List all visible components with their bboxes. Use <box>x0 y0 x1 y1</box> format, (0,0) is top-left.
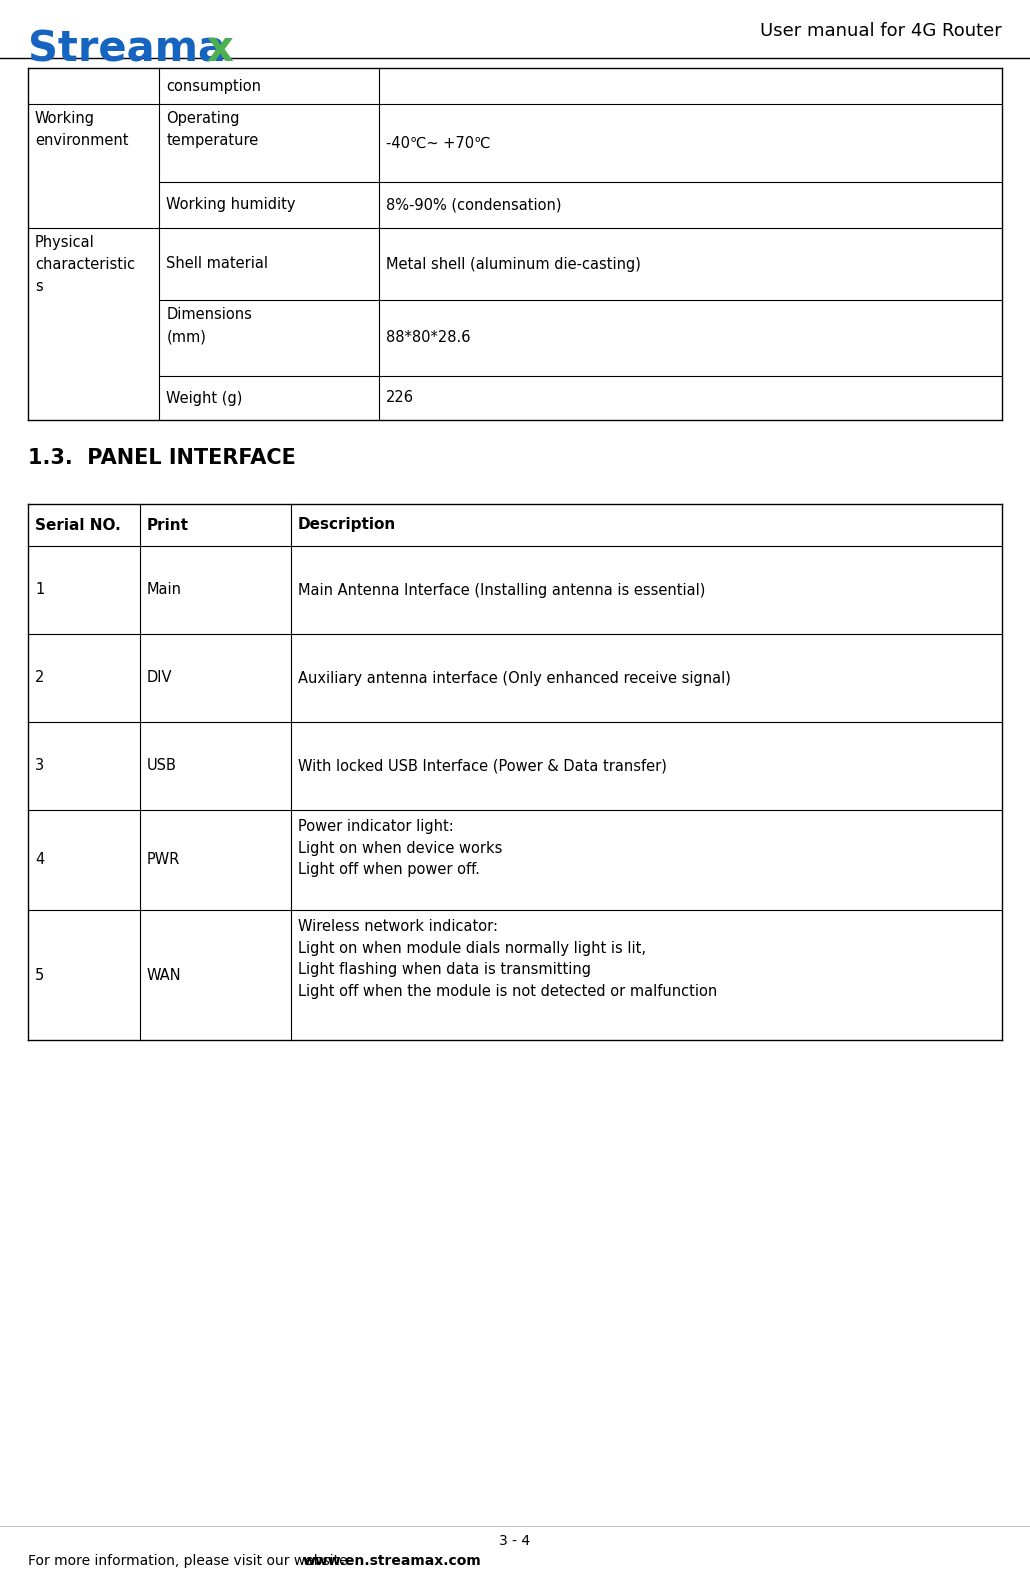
Text: Main: Main <box>147 582 182 598</box>
Text: Wireless network indicator:
Light on when module dials normally light is lit,
Li: Wireless network indicator: Light on whe… <box>298 919 717 999</box>
Text: Power indicator light:
Light on when device works
Light off when power off.: Power indicator light: Light on when dev… <box>298 818 503 877</box>
Text: With locked USB Interface (Power & Data transfer): With locked USB Interface (Power & Data … <box>298 759 666 773</box>
Text: Main Antenna Interface (Installing antenna is essential): Main Antenna Interface (Installing anten… <box>298 582 706 598</box>
Text: Working humidity: Working humidity <box>167 197 296 212</box>
Text: Shell material: Shell material <box>167 257 269 271</box>
Text: DIV: DIV <box>147 671 172 686</box>
Text: For more information, please visit our website: For more information, please visit our w… <box>28 1554 352 1568</box>
Text: -40℃~ +70℃: -40℃~ +70℃ <box>385 135 490 151</box>
Text: 3 - 4: 3 - 4 <box>500 1535 530 1547</box>
Text: Serial NO.: Serial NO. <box>35 518 121 532</box>
Text: www.en.streamax.com: www.en.streamax.com <box>303 1554 482 1568</box>
Text: 2: 2 <box>35 671 44 686</box>
Text: 1: 1 <box>35 582 44 598</box>
Text: Working
environment: Working environment <box>35 112 129 148</box>
Text: 4: 4 <box>35 853 44 867</box>
Text: 88*80*28.6: 88*80*28.6 <box>385 331 470 346</box>
Text: 1.3.  PANEL INTERFACE: 1.3. PANEL INTERFACE <box>28 449 296 467</box>
Text: Print: Print <box>147 518 190 532</box>
Text: Physical
characteristic
s: Physical characteristic s <box>35 235 135 294</box>
Text: WAN: WAN <box>147 968 181 982</box>
Text: 226: 226 <box>385 390 414 406</box>
Text: Weight (g): Weight (g) <box>167 390 243 406</box>
Text: consumption: consumption <box>167 79 262 93</box>
Text: PWR: PWR <box>147 853 180 867</box>
Text: 5: 5 <box>35 968 44 982</box>
Text: USB: USB <box>147 759 177 773</box>
Text: 8%-90% (condensation): 8%-90% (condensation) <box>385 197 561 212</box>
Text: User manual for 4G Router: User manual for 4G Router <box>760 22 1002 39</box>
Text: Auxiliary antenna interface (Only enhanced receive signal): Auxiliary antenna interface (Only enhanc… <box>298 671 731 686</box>
Text: Operating
temperature: Operating temperature <box>167 112 259 148</box>
Text: x: x <box>206 28 233 69</box>
Text: 3: 3 <box>35 759 44 773</box>
Text: Streama: Streama <box>28 28 226 69</box>
Text: Description: Description <box>298 518 397 532</box>
Text: Dimensions
(mm): Dimensions (mm) <box>167 307 252 345</box>
Text: Metal shell (aluminum die-casting): Metal shell (aluminum die-casting) <box>385 257 641 271</box>
